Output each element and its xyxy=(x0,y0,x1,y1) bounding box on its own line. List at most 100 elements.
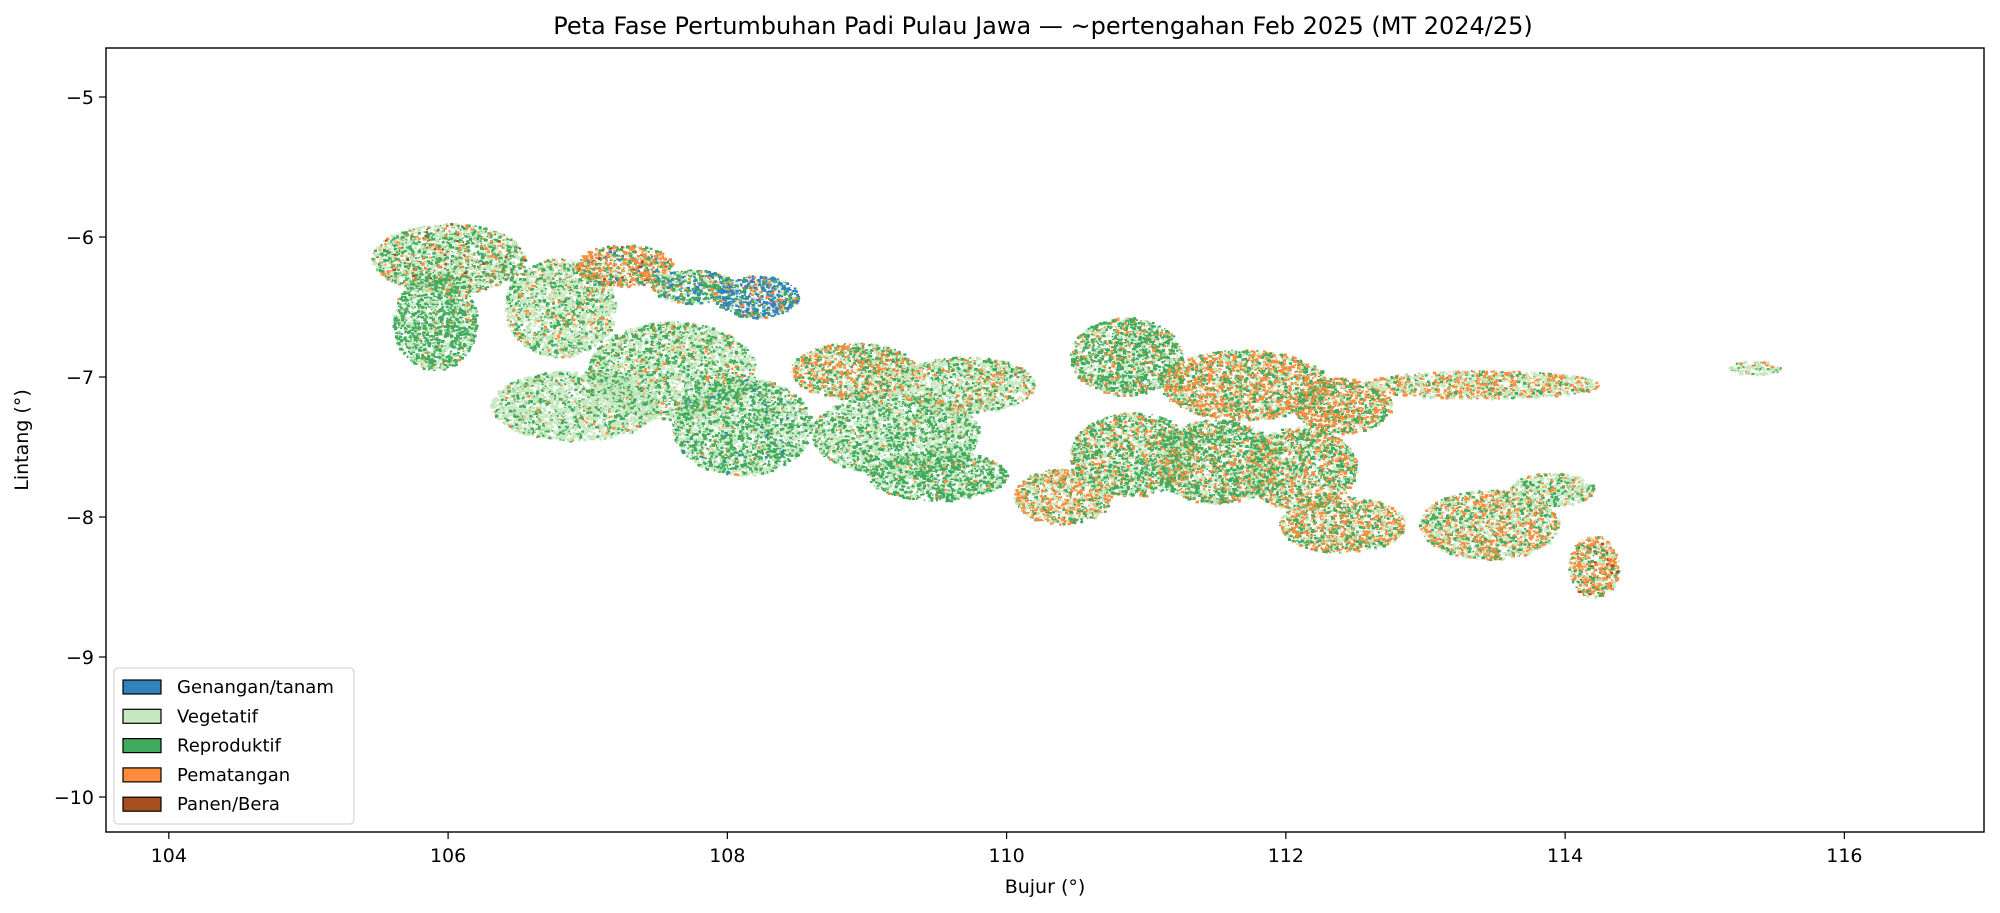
raster-cell xyxy=(523,256,526,258)
raster-cell xyxy=(396,236,399,238)
raster-cell xyxy=(459,311,463,314)
raster-cell xyxy=(422,274,424,275)
raster-cell xyxy=(386,246,388,248)
raster-cell xyxy=(458,227,460,229)
raster-cell xyxy=(421,366,423,368)
raster-cell xyxy=(416,299,418,301)
raster-cell xyxy=(422,342,424,343)
raster-cell xyxy=(437,235,440,238)
raster-cell xyxy=(451,331,453,332)
raster-cell xyxy=(429,330,433,333)
raster-cell xyxy=(407,276,409,278)
raster-cell xyxy=(461,331,464,333)
raster-cell xyxy=(411,324,415,327)
raster-cell xyxy=(493,253,495,255)
raster-cell xyxy=(398,325,400,326)
raster-cell xyxy=(443,224,446,226)
raster-cell xyxy=(468,233,470,234)
raster-cell xyxy=(448,358,451,360)
raster-cell xyxy=(445,285,447,287)
raster-cell xyxy=(456,253,458,255)
raster-cell xyxy=(415,242,418,245)
raster-cell xyxy=(556,336,558,337)
raster-cell xyxy=(441,334,443,335)
raster-cell xyxy=(513,253,515,255)
raster-cell xyxy=(451,263,453,265)
raster-cell xyxy=(480,238,483,240)
raster-cell xyxy=(475,279,477,281)
raster-cell xyxy=(418,349,421,352)
raster-cell xyxy=(465,309,467,310)
raster-cell xyxy=(476,287,478,289)
raster-cell xyxy=(449,297,452,300)
raster-cell xyxy=(453,237,456,240)
raster-cell xyxy=(412,355,415,358)
raster-cell xyxy=(464,332,467,335)
raster-cell xyxy=(455,229,457,231)
raster-cell xyxy=(456,291,458,293)
raster-cell xyxy=(495,247,499,250)
raster-cell xyxy=(398,260,401,262)
raster-cell xyxy=(454,240,457,242)
raster-cell xyxy=(478,229,480,231)
raster-cell xyxy=(424,232,426,233)
raster-cell xyxy=(441,345,443,347)
raster-cell xyxy=(467,230,469,232)
raster-cell xyxy=(393,278,396,280)
raster-cell xyxy=(413,266,415,268)
raster-cell xyxy=(500,271,503,274)
raster-cell xyxy=(437,362,439,364)
raster-cell xyxy=(416,289,419,291)
raster-cell xyxy=(468,264,470,265)
raster-cell xyxy=(493,274,496,276)
raster-cell xyxy=(429,345,431,346)
raster-cell xyxy=(414,248,417,250)
raster-cell xyxy=(451,342,454,344)
raster-cell xyxy=(500,259,503,261)
raster-cell xyxy=(615,310,617,312)
raster-cell xyxy=(478,273,480,275)
raster-cell xyxy=(423,251,427,254)
raster-cell xyxy=(411,245,413,246)
raster-cell xyxy=(427,304,429,306)
raster-cell xyxy=(580,340,582,341)
raster-cell xyxy=(422,337,424,338)
raster-cell xyxy=(406,327,408,328)
raster-cell xyxy=(394,328,397,330)
raster-cell xyxy=(462,275,465,278)
raster-cell xyxy=(473,309,476,311)
raster-cell xyxy=(389,258,392,260)
raster-cell xyxy=(486,253,489,256)
raster-cell xyxy=(399,264,402,266)
raster-cell xyxy=(454,356,457,358)
raster-cell xyxy=(454,281,456,283)
raster-cell xyxy=(417,279,419,280)
raster-cell xyxy=(450,353,452,354)
raster-cell xyxy=(419,316,421,318)
raster-cell xyxy=(488,232,492,235)
raster-cell xyxy=(449,253,451,255)
raster-cell xyxy=(434,370,436,372)
raster-cell xyxy=(461,357,465,360)
raster-cell xyxy=(410,257,414,260)
raster-cell xyxy=(422,244,424,246)
raster-cell xyxy=(404,291,406,293)
raster-cell xyxy=(474,234,477,237)
raster-cell xyxy=(407,241,409,242)
raster-cell xyxy=(417,363,419,364)
raster-cell xyxy=(423,254,426,256)
raster-cell xyxy=(399,315,401,317)
raster-cell xyxy=(586,306,588,307)
raster-cell xyxy=(557,346,559,348)
raster-cell xyxy=(421,348,423,350)
raster-cell xyxy=(376,254,379,257)
raster-cell xyxy=(457,284,460,286)
raster-cell xyxy=(448,338,450,339)
raster-cell xyxy=(411,229,413,230)
raster-cell xyxy=(417,334,419,335)
raster-cell xyxy=(481,243,483,245)
raster-cell xyxy=(460,268,463,270)
raster-cell xyxy=(474,238,476,240)
raster-cell xyxy=(404,239,406,240)
raster-cell xyxy=(529,310,531,312)
